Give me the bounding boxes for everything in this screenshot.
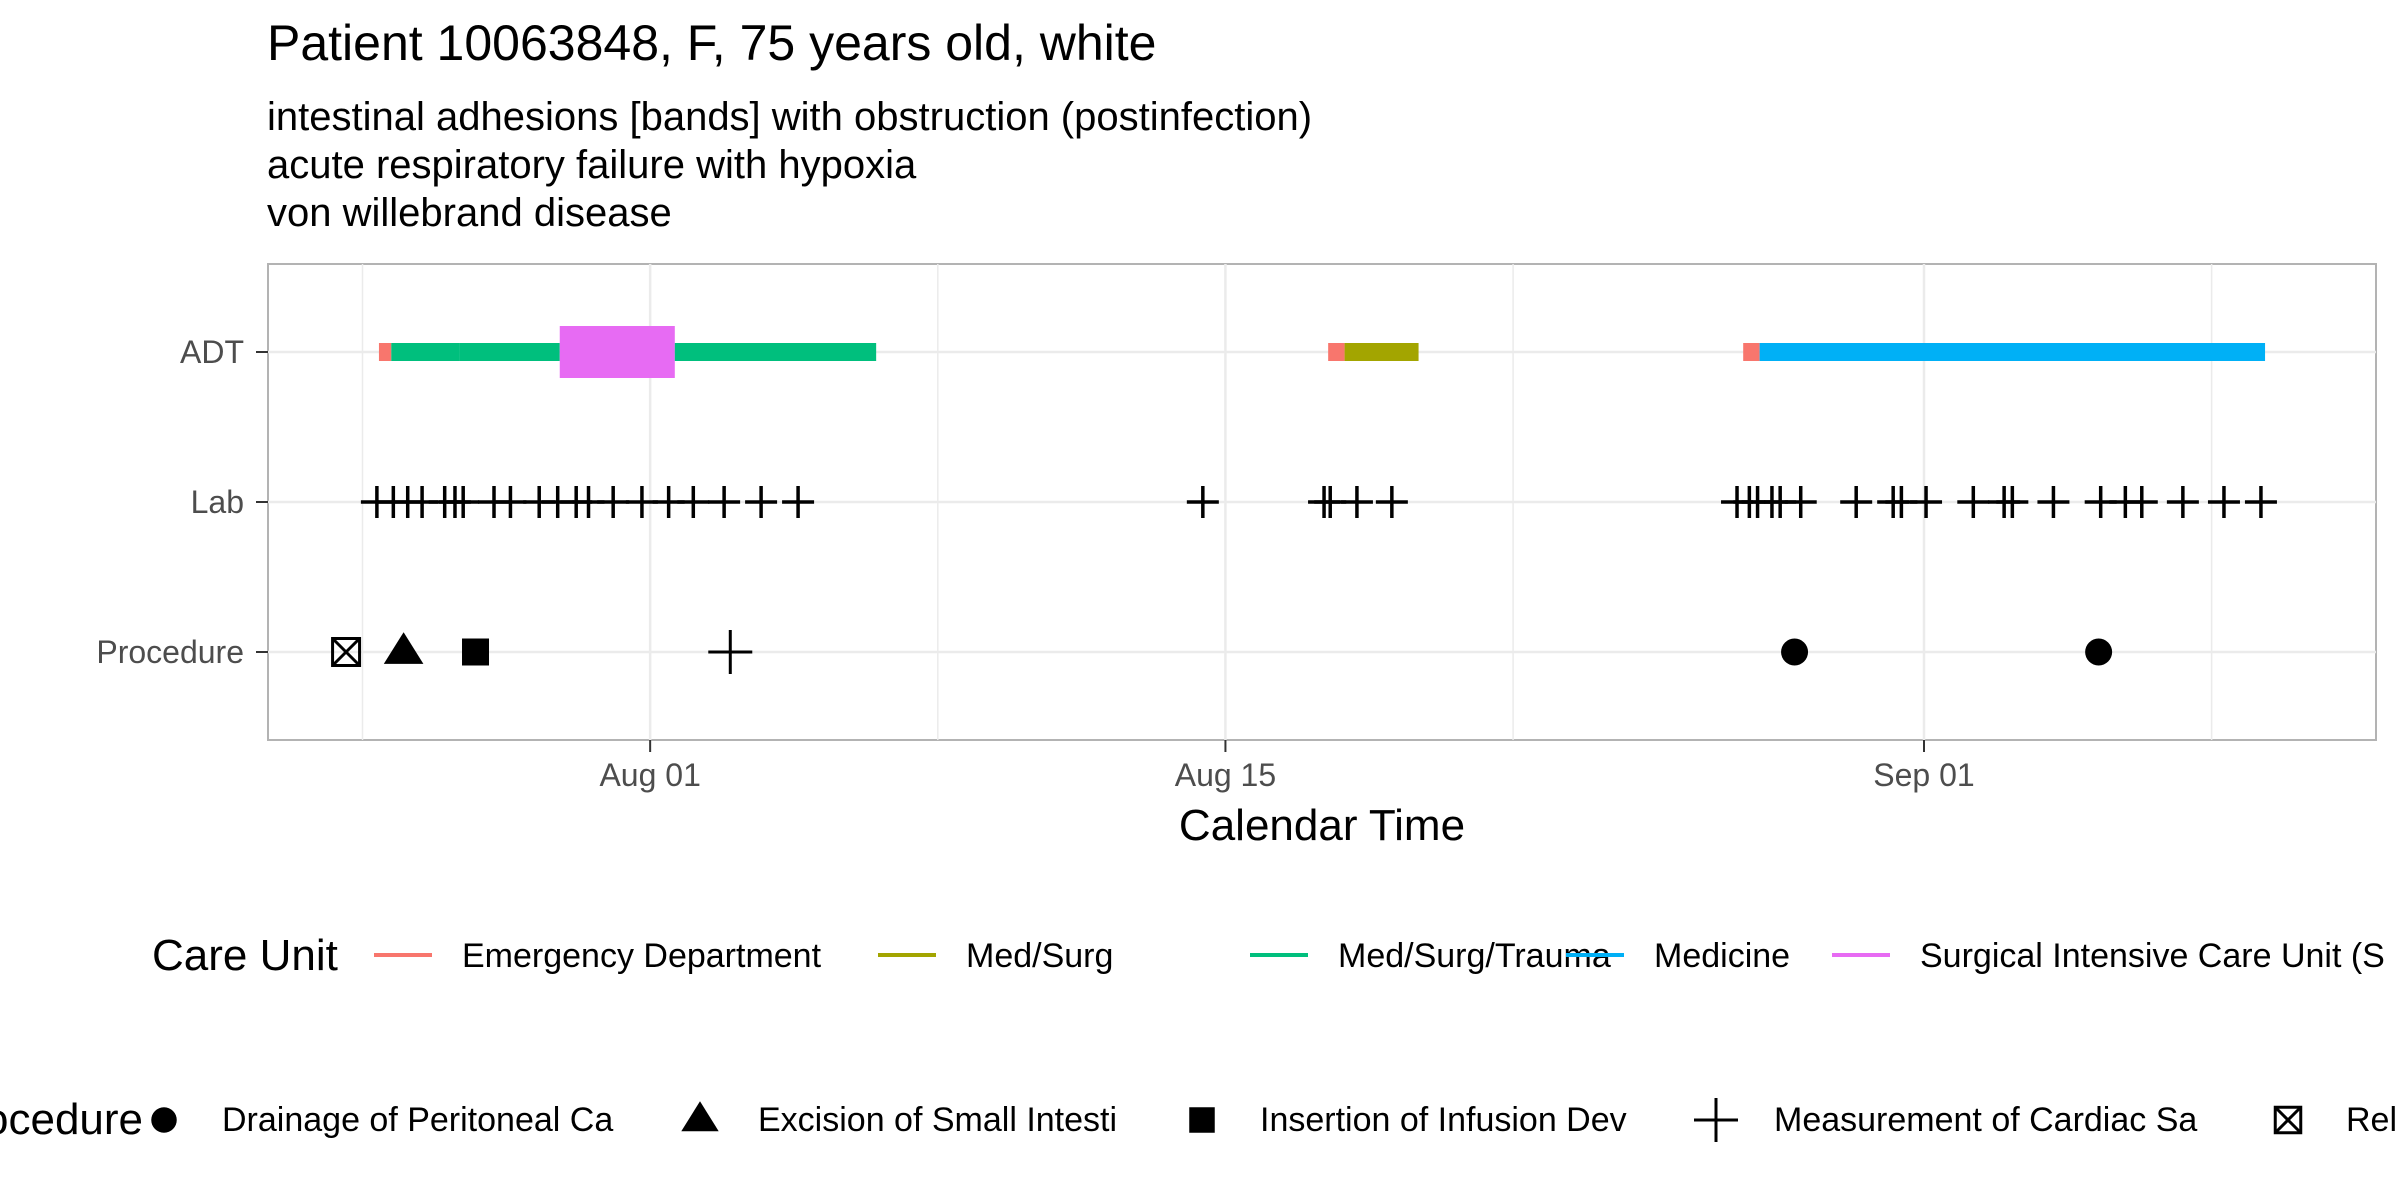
- legend-care-unit-label-2: Med/Surg/Trauma: [1338, 937, 1611, 975]
- legend-care-unit-label-1: Med/Surg: [966, 937, 1113, 975]
- x-tick-label-1: Aug 15: [1175, 757, 1276, 793]
- y-tick-label-1: Lab: [191, 484, 244, 520]
- adt-segment-3: [559, 326, 675, 378]
- x-tick-label-2: Sep 01: [1873, 757, 1974, 793]
- lab-mark-22: [1314, 486, 1347, 518]
- legend-procedure-title: Procedure: [0, 1095, 143, 1144]
- procedure-mark-0: [331, 637, 362, 667]
- legend-care-unit-label-4: Surgical Intensive Care Unit (S: [1920, 937, 2385, 975]
- lab-mark-23: [1340, 486, 1373, 518]
- procedure-mark-3: [708, 630, 753, 674]
- lab-mark-6: [447, 486, 480, 518]
- legend-procedure-label-4: Rel: [2346, 1101, 2397, 1139]
- adt-segment-8: [1759, 343, 2266, 361]
- procedure-mark-4: [1781, 638, 1809, 666]
- y-tick-label-2: Procedure: [96, 634, 244, 670]
- lab-marks: [360, 486, 2277, 518]
- legend-care-unit-title: Care Unit: [152, 931, 338, 980]
- y-axis: ADT Lab Procedure: [96, 334, 268, 670]
- lab-mark-17: [708, 486, 741, 518]
- lab-mark-13: [597, 486, 630, 518]
- legend-care-unit: Care Unit Emergency Department Med/Surg Me…: [152, 931, 2385, 980]
- lab-mark-16: [677, 486, 710, 518]
- legend-procedure-label-0: Drainage of Peritoneal Ca: [222, 1101, 613, 1139]
- adt-segment-5: [1328, 343, 1345, 361]
- adt-segment-4: [674, 343, 877, 361]
- lab-mark-31: [1840, 486, 1873, 518]
- legend-procedure: Procedure Drainage of Peritoneal Ca Excis…: [0, 1095, 2397, 1144]
- x-tick-label-0: Aug 01: [599, 757, 700, 793]
- lab-mark-35: [1957, 486, 1990, 518]
- procedure-mark-2: [462, 638, 490, 666]
- lab-mark-18: [745, 486, 778, 518]
- chart-subtitle-line-1: intestinal adhesions [bands] with obstru…: [267, 95, 1312, 139]
- procedure-mark-5: [2085, 638, 2113, 666]
- legend-procedure-key-1: [681, 1101, 719, 1132]
- x-axis: Aug 01 Aug 15 Sep 01: [599, 740, 1975, 793]
- legend-procedure-label-1: Excision of Small Intesti: [758, 1101, 1117, 1139]
- lab-mark-24: [1375, 486, 1408, 518]
- lab-mark-19: [782, 486, 815, 518]
- lab-mark-30: [1784, 486, 1817, 518]
- x-axis-title: Calendar Time: [1179, 801, 1465, 850]
- legend-procedure-key-3: [1694, 1098, 1738, 1142]
- legend-care-unit-label-3: Medicine: [1654, 937, 1790, 975]
- adt-segments: [378, 326, 2266, 378]
- lab-mark-42: [2166, 486, 2199, 518]
- procedure-marks: [331, 630, 2113, 674]
- lab-mark-38: [2037, 486, 2070, 518]
- lab-mark-41: [2125, 486, 2158, 518]
- lab-mark-43: [2207, 486, 2240, 518]
- chart-title: Patient 10063848, F, 75 years old, white: [267, 15, 1156, 71]
- lab-mark-8: [494, 486, 527, 518]
- y-tick-label-0: ADT: [180, 334, 244, 370]
- lab-mark-44: [2244, 486, 2277, 518]
- chart-subtitle-line-3: von willebrand disease: [267, 191, 672, 235]
- legend-procedure-key-4: [2273, 1105, 2303, 1135]
- legend-procedure-label-2: Insertion of Infusion Dev: [1260, 1101, 1627, 1139]
- lab-mark-37: [1996, 486, 2029, 518]
- chart-subtitle-line-2: acute respiratory failure with hypoxia: [267, 143, 917, 187]
- procedure-mark-1: [383, 632, 424, 664]
- adt-segment-1: [391, 343, 460, 361]
- legend-procedure-key-0: [151, 1107, 177, 1133]
- adt-segment-2: [459, 343, 560, 361]
- legend-care-unit-label-0: Emergency Department: [462, 937, 822, 975]
- adt-segment-6: [1344, 343, 1419, 361]
- lab-mark-14: [625, 486, 658, 518]
- lab-mark-20: [1186, 486, 1219, 518]
- adt-segment-7: [1743, 343, 1760, 361]
- adt-segment-0: [378, 343, 392, 361]
- lab-mark-34: [1910, 486, 1943, 518]
- legend-procedure-key-2: [1189, 1107, 1215, 1133]
- legend-procedure-label-3: Measurement of Cardiac Sa: [1774, 1101, 2197, 1139]
